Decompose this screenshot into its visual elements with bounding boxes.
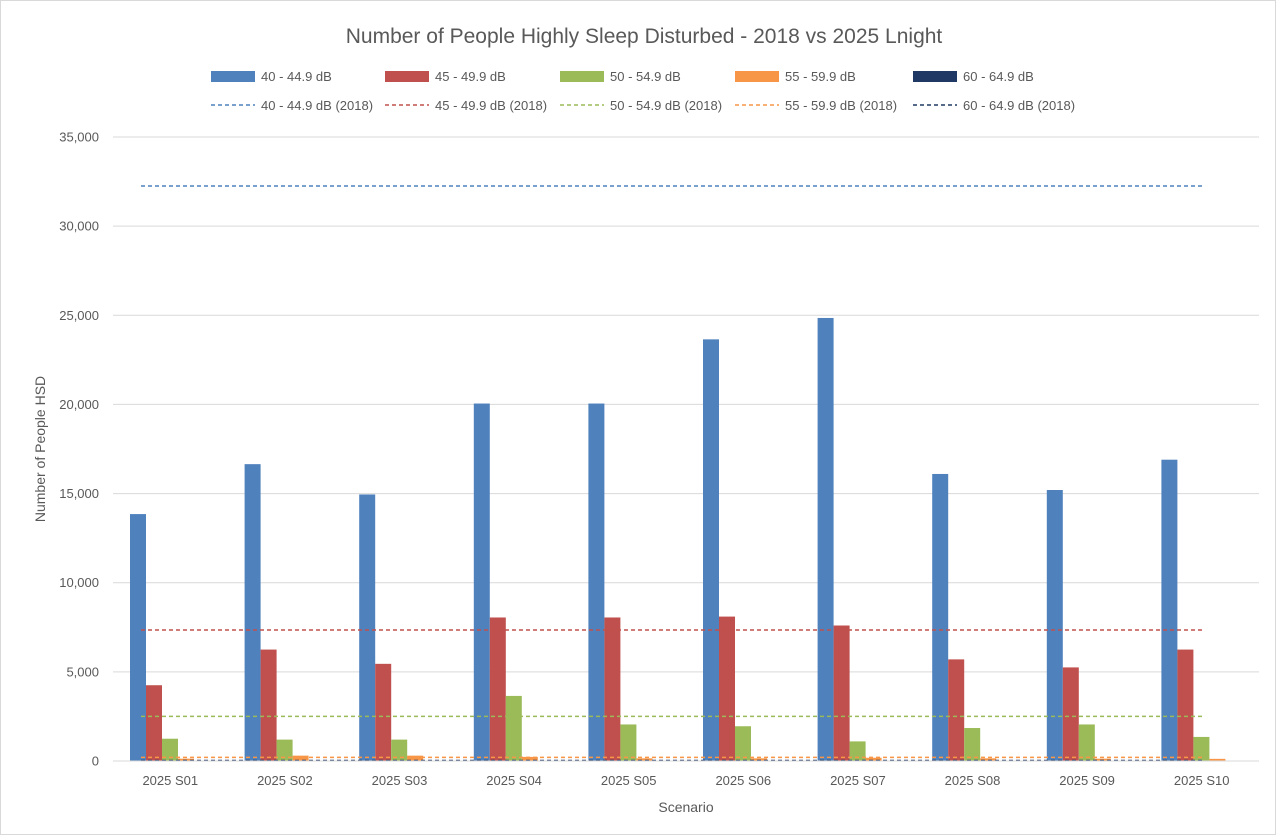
bar [849,741,866,761]
legend-swatch [211,71,255,82]
bar [1161,459,1178,761]
bar [292,755,309,761]
reference-lines [141,185,1203,762]
bar [521,756,538,761]
legend: 40 - 44.9 dB 45 - 49.9 dB 50 - 54.9 dB 55 -… [211,69,1075,113]
bar [703,339,719,761]
bar [375,663,392,761]
bar [833,625,850,761]
legend-label: 40 - 44.9 dB (2018) [261,98,373,113]
bar [1177,649,1194,761]
bar [980,758,997,761]
bar [276,739,293,761]
y-tick-label: 5,000 [66,664,99,679]
bar [244,464,261,761]
x-tick-label: 2025 S01 [142,773,198,788]
legend-swatch [735,71,779,82]
y-axis-title: Number of People HSD [32,376,48,522]
bar [620,724,637,761]
x-tick-label: 2025 S04 [486,773,542,788]
x-tick-label: 2025 S07 [830,773,886,788]
bar [817,317,834,761]
y-tick-label: 30,000 [59,219,99,234]
legend-label: 60 - 64.9 dB (2018) [963,98,1075,113]
bar [1078,724,1095,761]
x-tick-label: 2025 S02 [257,773,313,788]
y-tick-label: 15,000 [59,486,99,501]
x-tick-label: 2025 S10 [1174,773,1230,788]
x-tick-label: 2025 S03 [372,773,428,788]
x-axis-title: Scenario [658,799,713,815]
bar [865,757,882,761]
bar [932,473,949,761]
legend-swatch [385,71,429,82]
y-axis-ticks: 0 5,000 10,000 15,000 20,000 25,000 30,000 35,0… [59,130,99,769]
legend-swatch [913,71,957,82]
y-tick-label: 35,000 [59,130,99,145]
bar [146,685,162,761]
bar [1209,758,1226,761]
bar [1062,667,1079,761]
x-tick-label: 2025 S08 [945,773,1001,788]
bar [1046,490,1063,761]
bar [964,728,981,761]
x-axis-ticks: 2025 S01 2025 S02 2025 S03 2025 S04 2025 S05… [142,773,1229,788]
bar [407,755,424,761]
bar [1193,736,1210,761]
bar [735,726,751,761]
legend-label: 55 - 59.9 dB [785,69,856,84]
x-tick-label: 2025 S06 [715,773,771,788]
y-tick-label: 10,000 [59,575,99,590]
bar [359,494,376,761]
bar [391,739,408,761]
legend-label: 60 - 64.9 dB [963,69,1034,84]
bar [588,403,605,761]
x-tick-label: 2025 S09 [1059,773,1115,788]
x-tick-label: 2025 S05 [601,773,657,788]
bar [162,738,178,761]
legend-label: 45 - 49.9 dB (2018) [435,98,547,113]
bar [636,758,653,761]
y-tick-label: 25,000 [59,308,99,323]
bar [260,649,277,761]
legend-swatch [560,71,604,82]
y-tick-label: 20,000 [59,397,99,412]
legend-label: 40 - 44.9 dB [261,69,332,84]
bar [473,403,490,761]
bar [948,659,965,761]
chart-title: Number of People Highly Sleep Disturbed … [346,25,943,48]
bar [130,514,146,761]
bar [489,617,506,761]
legend-label: 50 - 54.9 dB (2018) [610,98,722,113]
legend-label: 45 - 49.9 dB [435,69,506,84]
bar [604,617,621,761]
y-tick-label: 0 [92,754,99,769]
bar [505,695,522,761]
legend-label: 55 - 59.9 dB (2018) [785,98,897,113]
bars [130,317,1242,761]
gridlines [113,136,1259,673]
legend-label: 50 - 54.9 dB [610,69,681,84]
bar [751,758,767,761]
bar [719,616,735,761]
